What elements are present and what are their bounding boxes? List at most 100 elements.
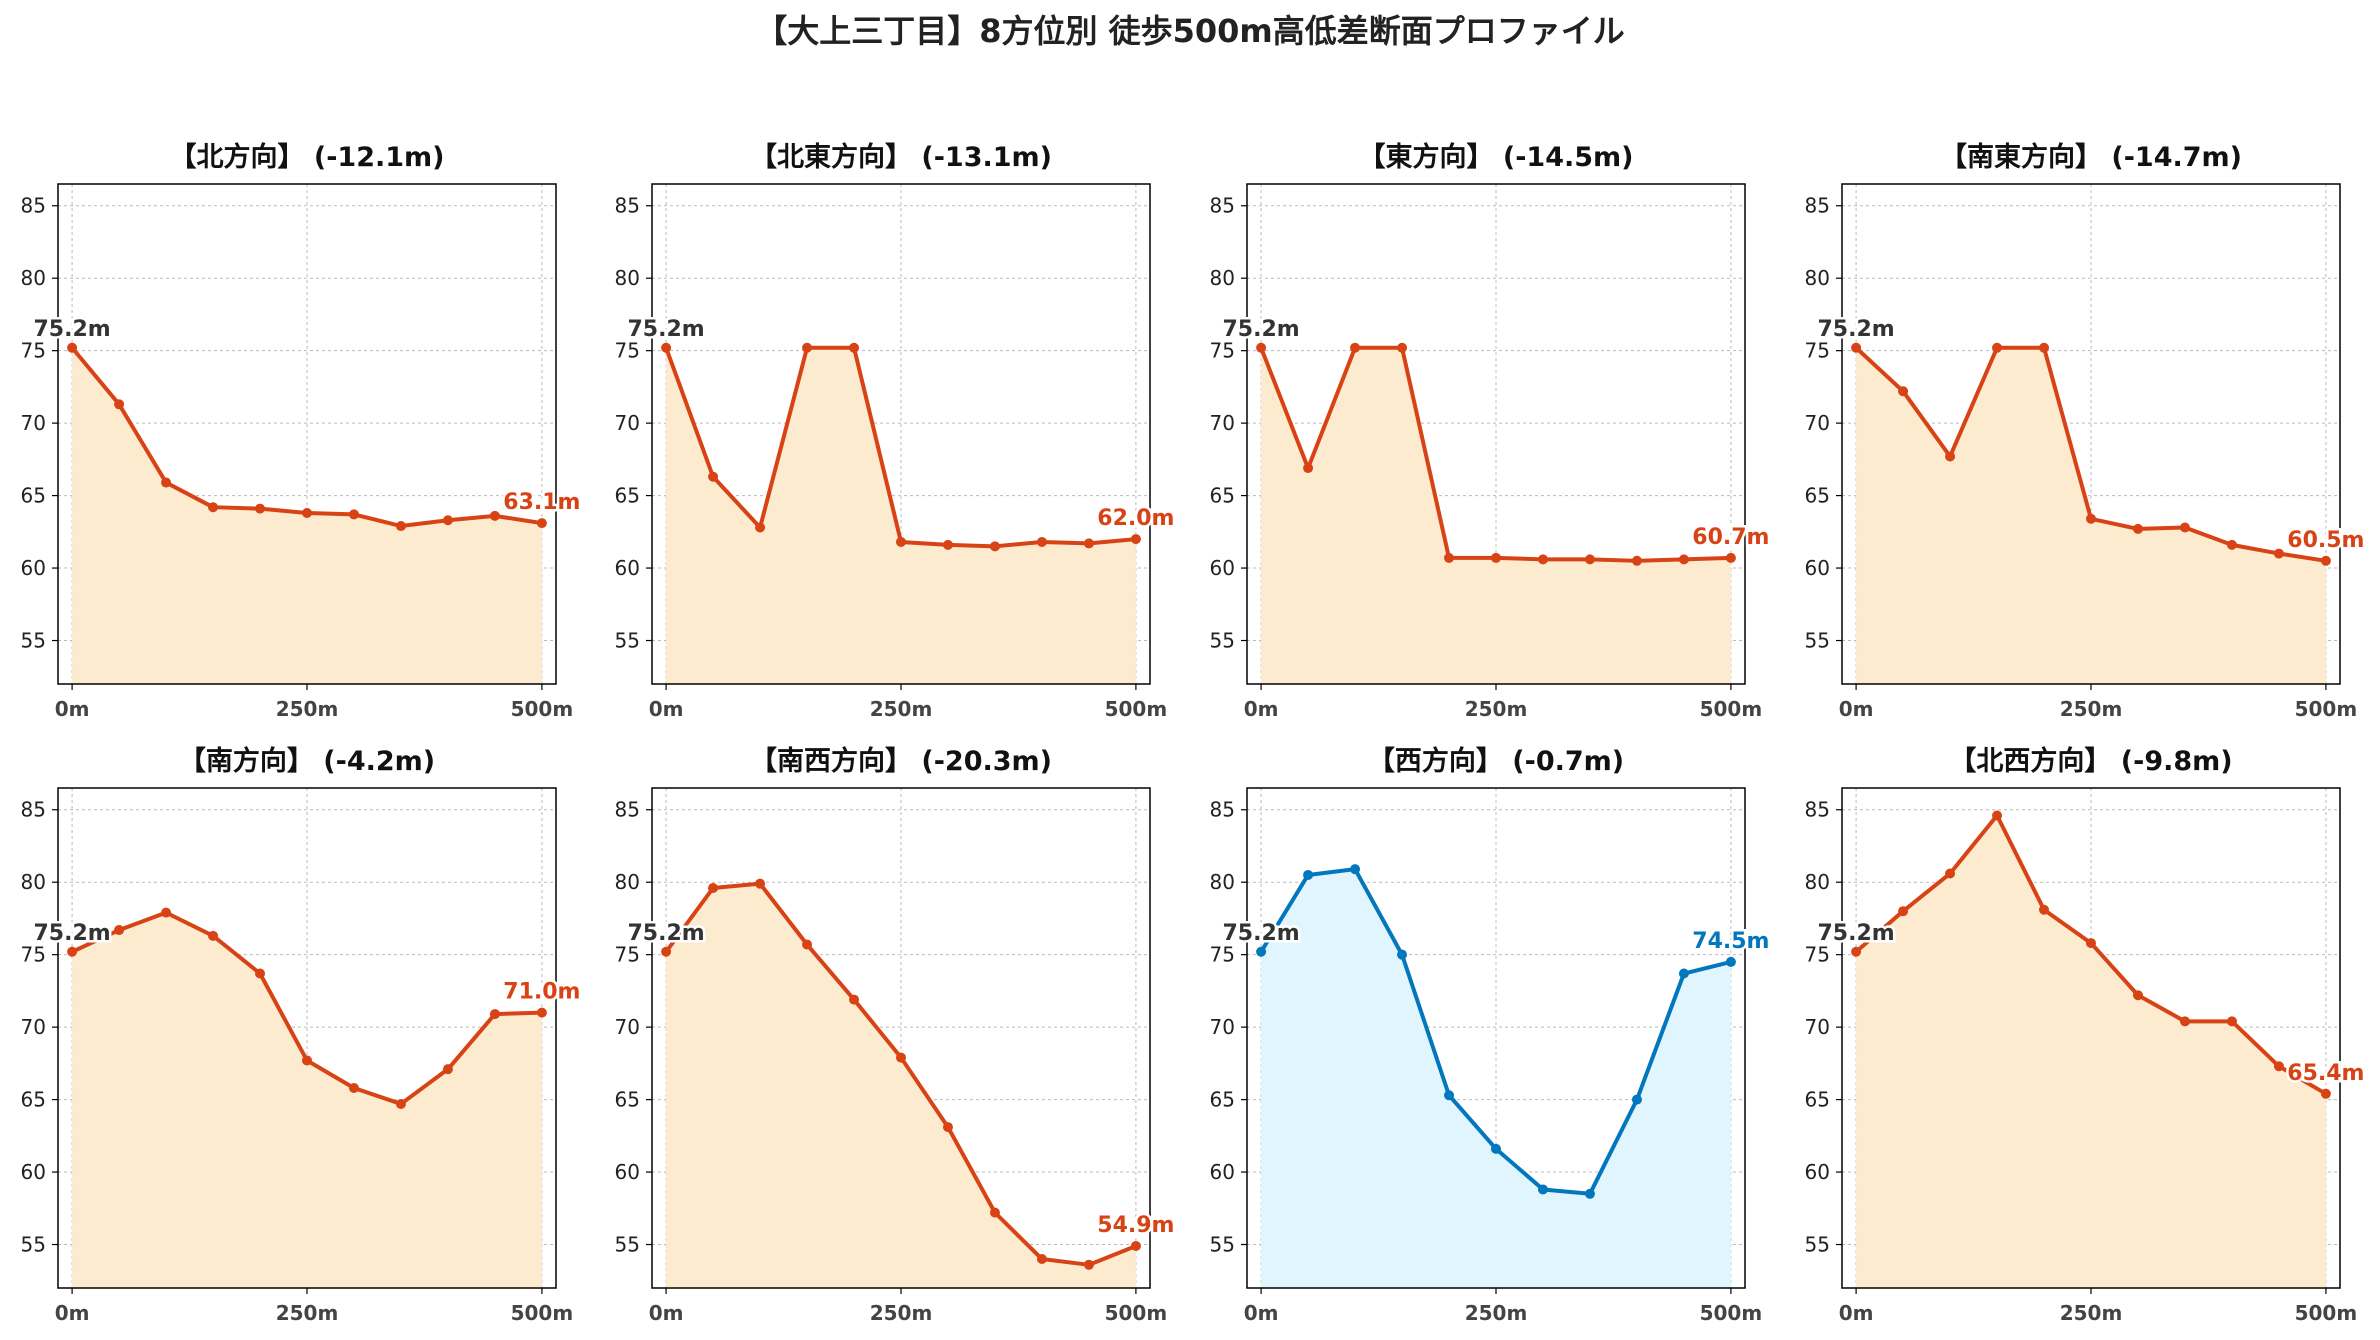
- chart-panel: 55 60 65 70 75 80 85 0m 250m 500m 【南方向】 (-4.2m) 75.…: [21, 745, 583, 1325]
- y-tick-label: 75: [1210, 943, 1235, 967]
- start-value-label: 75.2m: [1222, 921, 1299, 946]
- data-point: [1631, 1094, 1642, 1105]
- chart-panels: 55 60 65 70 75 80 85 0m 250m 500m 【北方向】 (-12.1m) 75…: [21, 141, 2367, 1325]
- y-tick-label: 60: [21, 556, 46, 580]
- x-tick-label: 500m: [1105, 697, 1168, 721]
- y-tick-label: 80: [1805, 870, 1830, 894]
- y-tick-label: 75: [1805, 339, 1830, 363]
- y-tick-label: 85: [1805, 798, 1830, 822]
- y-tick-label: 65: [1210, 1088, 1235, 1112]
- x-tick-label: 0m: [649, 1301, 684, 1325]
- data-point: [1992, 342, 2003, 353]
- y-tick-label: 85: [615, 798, 640, 822]
- start-value-label: 75.2m: [627, 317, 704, 342]
- area-fill: [72, 912, 542, 1288]
- data-point: [1256, 342, 1267, 353]
- y-tick-label: 65: [1210, 484, 1235, 508]
- end-value-label: 74.5m: [1692, 929, 1769, 954]
- chart-panel: 55 60 65 70 75 80 85 0m 250m 500m 【南東方向】 (-14.7m) 7…: [1805, 141, 2367, 721]
- data-point: [67, 946, 78, 957]
- data-point: [708, 883, 719, 893]
- data-point: [661, 342, 672, 353]
- data-point: [1851, 946, 1862, 957]
- panel-title: 【南西方向】 (-20.3m): [750, 745, 1052, 777]
- figure-title: 【大上三丁目】8方位別 徒歩500m高低差断面プロファイル: [755, 12, 1625, 50]
- start-value-label: 75.2m: [1817, 921, 1894, 946]
- y-tick-label: 75: [21, 339, 46, 363]
- data-point: [1303, 463, 1314, 474]
- data-point: [2179, 522, 2190, 533]
- data-point: [2039, 342, 2050, 353]
- y-tick-label: 60: [1805, 556, 1830, 580]
- data-point: [1631, 555, 1642, 566]
- area-fill: [666, 883, 1136, 1288]
- data-point: [1678, 554, 1689, 565]
- x-tick-label: 0m: [1839, 1301, 1874, 1325]
- area-fill: [1856, 347, 2326, 684]
- data-point: [1036, 1254, 1047, 1265]
- data-point: [1397, 342, 1408, 353]
- y-tick-label: 75: [615, 339, 640, 363]
- data-point: [395, 521, 406, 532]
- y-tick-label: 80: [615, 870, 640, 894]
- y-tick-label: 85: [21, 798, 46, 822]
- data-point: [255, 968, 266, 979]
- data-point: [1725, 552, 1736, 563]
- data-point: [1678, 968, 1689, 979]
- x-tick-label: 500m: [511, 697, 574, 721]
- panel-title: 【西方向】 (-0.7m): [1368, 745, 1624, 777]
- chart-panel: 55 60 65 70 75 80 85 0m 250m 500m 【北東方向】 (-13.1m) 7…: [615, 141, 1177, 721]
- panel-title: 【北東方向】 (-13.1m): [750, 141, 1052, 173]
- y-tick-label: 75: [1210, 339, 1235, 363]
- y-tick-label: 70: [21, 1015, 46, 1039]
- y-tick-label: 80: [615, 266, 640, 290]
- data-point: [1945, 868, 1956, 879]
- start-value-label: 75.2m: [1817, 317, 1894, 342]
- y-tick-label: 75: [21, 943, 46, 967]
- data-point: [1537, 554, 1548, 565]
- data-point: [161, 907, 172, 918]
- x-tick-label: 500m: [2295, 1301, 2358, 1325]
- y-tick-label: 70: [21, 411, 46, 435]
- data-point: [2226, 539, 2237, 550]
- data-point: [1992, 810, 2003, 821]
- data-point: [1303, 869, 1314, 880]
- data-point: [114, 925, 125, 936]
- data-point: [114, 399, 125, 410]
- y-tick-label: 85: [615, 194, 640, 218]
- data-point: [661, 946, 672, 957]
- data-point: [442, 1064, 453, 1075]
- x-tick-label: 250m: [276, 697, 339, 721]
- y-tick-label: 65: [1805, 1088, 1830, 1112]
- data-point: [2039, 904, 2050, 915]
- data-point: [395, 1098, 406, 1109]
- data-point: [896, 1052, 906, 1063]
- data-point: [755, 522, 766, 533]
- data-point: [1130, 534, 1141, 545]
- data-point: [2273, 548, 2284, 559]
- x-tick-label: 0m: [55, 1301, 90, 1325]
- data-point: [849, 994, 860, 1005]
- y-tick-label: 60: [1210, 1160, 1235, 1184]
- data-point: [1130, 1240, 1141, 1251]
- end-value-label: 60.5m: [2287, 528, 2364, 553]
- data-point: [802, 342, 813, 353]
- data-point: [489, 1009, 500, 1020]
- data-point: [302, 507, 312, 518]
- x-tick-label: 250m: [276, 1301, 339, 1325]
- y-tick-label: 60: [615, 1160, 640, 1184]
- data-point: [1083, 1259, 1094, 1270]
- x-tick-label: 0m: [649, 697, 684, 721]
- y-tick-label: 75: [1805, 943, 1830, 967]
- chart-panel: 55 60 65 70 75 80 85 0m 250m 500m 【西方向】 (-0.7m) 75.…: [1210, 745, 1772, 1325]
- data-point: [208, 930, 219, 941]
- y-tick-label: 85: [1210, 798, 1235, 822]
- y-tick-label: 55: [1210, 629, 1235, 653]
- y-tick-label: 65: [21, 484, 46, 508]
- data-point: [1350, 342, 1361, 353]
- data-point: [255, 503, 266, 514]
- data-point: [489, 510, 500, 521]
- y-tick-label: 55: [615, 629, 640, 653]
- end-value-label: 71.0m: [503, 980, 580, 1005]
- data-point: [1537, 1184, 1548, 1195]
